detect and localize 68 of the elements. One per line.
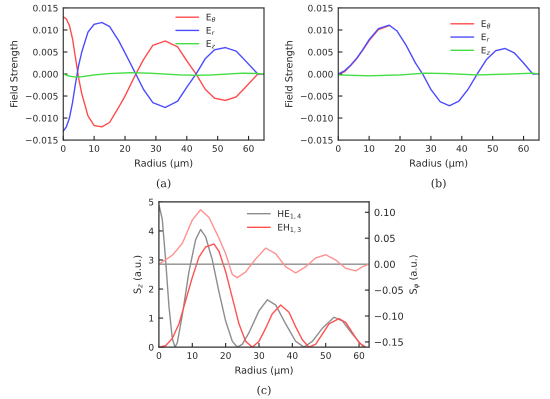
y-tick-label: 0.015 [33,4,58,12]
x-tick-label: 0 [336,145,341,152]
y-tick-label: 4 [148,228,154,234]
y-tick-label: 3 [149,256,154,264]
y-tick-label: 0.010 [33,26,58,34]
text: (b) [432,178,446,189]
y-tick-label: 1 [149,314,154,322]
legend-label: E$_{z}$ [482,46,490,55]
y2-tick-label: 0.05 [374,234,395,242]
y2-tick-label: −0.05 [374,286,403,294]
y-tick-label: −0.010 [300,114,333,122]
y-tick-label: −0.015 [26,136,58,144]
x-tick-label: 50 [320,352,331,359]
x-tick-label: 30 [150,145,162,152]
y2-tick-label: −0.10 [374,312,404,320]
x-tick-label: 10 [188,352,198,359]
y-tick-label: 0.000 [33,70,58,78]
y-axis-title: Field Strength [285,41,294,107]
legend-label: E$_{r}$ [206,26,215,36]
x-tick-label: 50 [212,145,223,152]
line-series [158,243,366,348]
legend-label: E$_{z}$ [206,40,216,48]
y2-tick-label: 0.00 [374,260,395,268]
y-tick-label: 5 [149,198,154,206]
x-tick-label: 60 [354,352,364,359]
x-axis-title: Radius (µm) [135,159,192,169]
y-tick-label: −0.005 [26,92,58,100]
x-axis-title: Radius (µm) [235,366,293,376]
y-tick-label: 0.005 [308,48,333,56]
x-tick-label: 60 [243,145,254,152]
line-series [338,24,390,75]
y-tick-label: 2 [149,286,154,292]
legend-label: E$_{r}$ [482,34,490,42]
x-tick-label: 0 [156,352,162,359]
x-tick-label: 30 [254,352,264,359]
legend-label: HE$_{1,4}$ [278,210,301,220]
x-tick-label: 60 [518,145,529,152]
y-tick-label: 0.005 [33,48,58,56]
x-tick-label: 0 [60,145,66,152]
y-tick-label: −0.015 [300,136,333,144]
y-tick-label: 0.010 [308,26,333,34]
x-tick-label: 20 [120,145,130,152]
x-tick-label: 30 [426,145,436,152]
x-tick-label: 40 [181,145,192,152]
legend-label: E$_{θ}$ [482,20,490,28]
y-axis-title: Field Strength [10,41,20,107]
x-tick-label: 40 [287,352,298,359]
y-axis-title: S$_{z}$ (a.u.) [133,256,142,294]
x-tick-label: 40 [456,145,467,152]
text: (c) [257,386,271,396]
y2-tick-label: −0.15 [374,338,403,346]
x-tick-label: 20 [394,145,406,152]
y-tick-label: −0.005 [300,92,333,100]
x-tick-label: 10 [89,145,100,152]
line-series [158,208,370,278]
x-tick-label: 20 [220,352,231,359]
y-tick-label: 0.015 [308,4,333,12]
y-tick-label: 0.000 [308,70,333,78]
y2-tick-label: 0.10 [374,208,395,216]
legend-label: E$_{θ}$ [206,14,216,22]
y2-axis-title: S$_{φ}$ (a.u.) [409,255,420,294]
text: (a) [156,178,170,189]
y-tick-label: 0 [148,344,154,351]
legend-label: EH$_{1,3}$ [278,224,301,233]
x-axis-title: Radius (µm) [410,159,468,169]
x-tick-label: 10 [364,145,374,152]
x-tick-label: 50 [488,145,498,152]
y-tick-label: −0.010 [26,114,58,122]
